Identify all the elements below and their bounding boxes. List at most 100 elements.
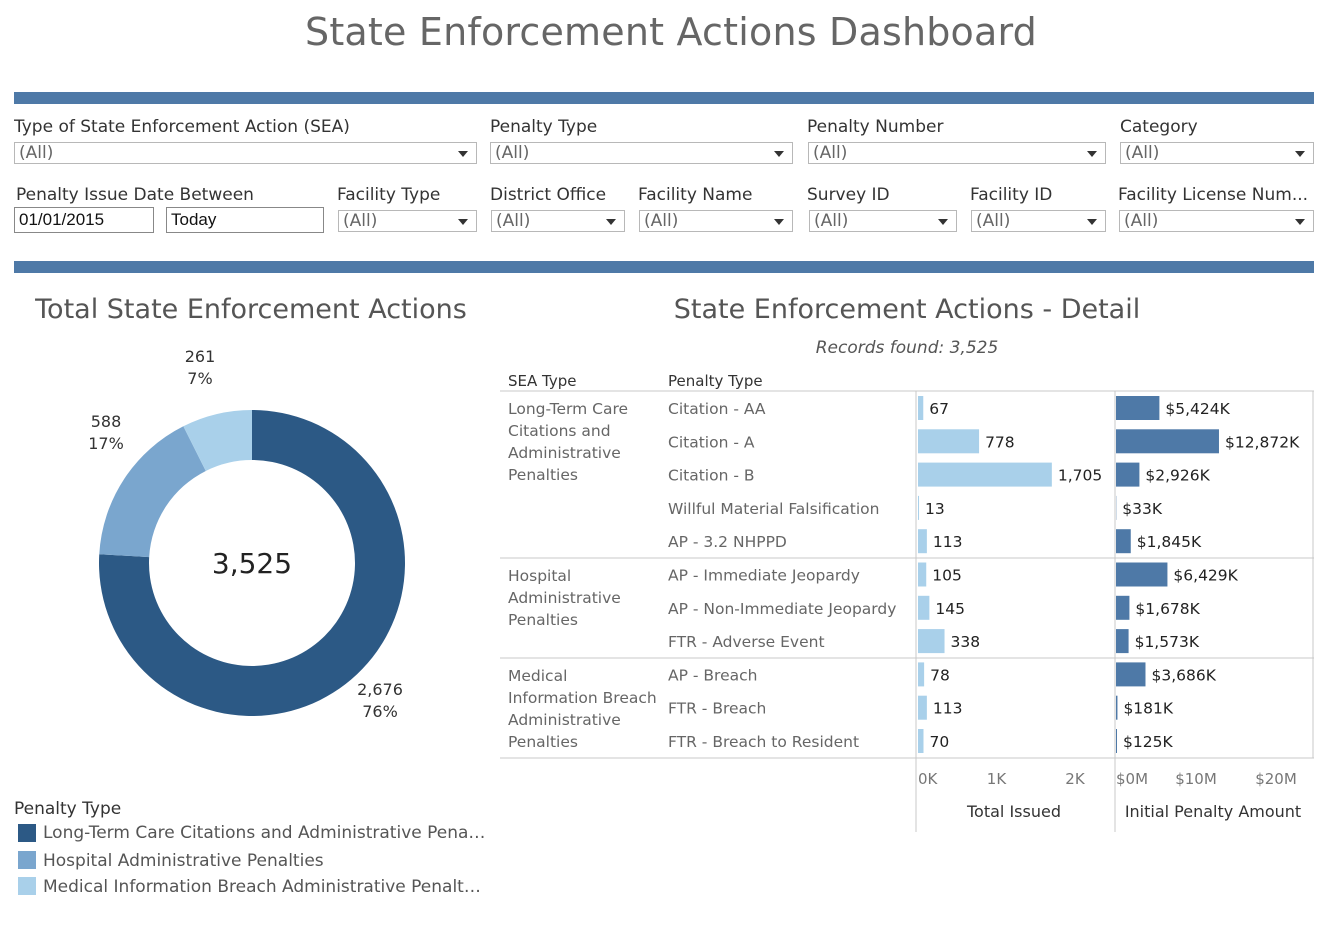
filter-value: (All) (813, 143, 848, 163)
amount-bar-label: $5,424K (1165, 400, 1230, 418)
issued-bar[interactable] (918, 629, 945, 654)
issued-bar-label: 145 (935, 600, 965, 618)
filter-dropdown-sea-type[interactable]: (All) (14, 142, 477, 164)
issued-bar-label: 338 (951, 633, 981, 651)
legend-title: Penalty Type (14, 799, 122, 819)
issued-bar[interactable] (918, 495, 920, 520)
issued-bar-label: 67 (929, 400, 949, 418)
chevron-down-icon (774, 219, 784, 225)
filter-dropdown-survey-id[interactable]: (All) (809, 210, 957, 232)
date-start-input[interactable]: 01/01/2015 (14, 207, 154, 233)
donut-title: Total State Enforcement Actions (35, 294, 467, 325)
filter-value: (All) (1125, 143, 1160, 163)
donut-label-pct: 76% (362, 702, 398, 721)
col-header-penalty-type: Penalty Type (668, 372, 763, 390)
axis2-title: Initial Penalty Amount (1125, 802, 1301, 821)
issued-bar[interactable] (918, 462, 1052, 487)
filter-label-survey-id: Survey ID (807, 185, 890, 205)
divider-band (14, 261, 1314, 273)
filter-dropdown-facility-name[interactable]: (All) (639, 210, 793, 232)
amount-bar[interactable] (1116, 629, 1129, 654)
legend-swatch (18, 877, 36, 895)
amount-bar[interactable] (1116, 662, 1146, 687)
date-end-input[interactable]: Today (166, 207, 324, 233)
issued-bar-label: 105 (932, 567, 962, 585)
sea-type-label: Long-Term Care (508, 400, 628, 418)
issued-bar-label: 113 (933, 700, 963, 718)
issued-bar[interactable] (918, 529, 927, 554)
amount-bar-label: $1,845K (1137, 533, 1202, 551)
axis1-title: Total Issued (966, 802, 1061, 821)
amount-bar-label: $125K (1123, 733, 1173, 751)
issued-bar[interactable] (918, 562, 927, 587)
sea-type-label: Citations and (508, 422, 611, 440)
records-found: Records found: 3,525 (815, 338, 999, 358)
issued-bar[interactable] (918, 662, 925, 687)
filter-value: (All) (644, 211, 679, 231)
penalty-type-label: Willful Material Falsification (668, 500, 879, 518)
filter-dropdown-district-office[interactable]: (All) (491, 210, 625, 232)
issued-bar-label: 1,705 (1058, 467, 1102, 485)
filter-label-facility-id: Facility ID (970, 185, 1053, 205)
filter-label-issue-date: Penalty Issue Date Between (16, 185, 254, 205)
legend-label: Long-Term Care Citations and Administrat… (43, 823, 486, 843)
legend-swatch (18, 824, 36, 842)
filter-dropdown-facility-type[interactable]: (All) (338, 210, 477, 232)
issued-bar-label: 78 (930, 666, 950, 684)
chevron-down-icon (606, 219, 616, 225)
amount-bar-label: $181K (1123, 700, 1173, 718)
issued-bar-label: 13 (925, 500, 945, 518)
col-header-sea-type: SEA Type (508, 372, 576, 390)
amount-bar[interactable] (1116, 396, 1160, 420)
amount-bar[interactable] (1116, 595, 1130, 620)
donut-label-count: 261 (184, 347, 216, 366)
filter-label-category: Category (1120, 117, 1198, 137)
filter-dropdown-category[interactable]: (All) (1120, 142, 1314, 164)
sea-type-label: Administrative (508, 444, 621, 462)
amount-bar[interactable] (1116, 429, 1219, 454)
amount-bar[interactable] (1116, 562, 1168, 587)
axis1-tick-label: 0K (918, 770, 939, 788)
axis2-tick-label: $10M (1175, 770, 1217, 788)
issued-bar-label: 113 (933, 533, 963, 551)
donut-label-pct: 17% (88, 434, 124, 453)
top-band (14, 92, 1314, 104)
sea-type-label: Penalties (508, 733, 578, 751)
axis2-tick-label: $0M (1116, 770, 1148, 788)
detail-title: State Enforcement Actions - Detail (673, 294, 1141, 325)
issued-bar[interactable] (918, 729, 924, 753)
filter-label-sea-type: Type of State Enforcement Action (SEA) (14, 117, 350, 137)
issued-bar[interactable] (918, 695, 927, 720)
issued-bar[interactable] (918, 396, 924, 420)
donut-label-ltc: 2,676 76% (340, 679, 420, 723)
sea-type-label: Medical (508, 667, 567, 685)
filter-label-facility-type: Facility Type (337, 185, 441, 205)
donut-slice[interactable] (99, 410, 405, 716)
amount-bar-label: $12,872K (1225, 433, 1300, 451)
penalty-type-label: Citation - A (668, 433, 755, 451)
donut-label-count: 2,676 (357, 680, 403, 699)
issued-bar[interactable] (918, 595, 930, 620)
amount-bar[interactable] (1116, 529, 1131, 554)
filter-dropdown-penalty-number[interactable]: (All) (808, 142, 1106, 164)
amount-bar[interactable] (1116, 462, 1140, 487)
filter-value: (All) (19, 143, 54, 163)
issued-bar[interactable] (918, 429, 980, 454)
filter-dropdown-facility-id[interactable]: (All) (971, 210, 1106, 232)
filter-value: (All) (495, 143, 530, 163)
filter-dropdown-facility-license[interactable]: (All) (1119, 210, 1314, 232)
amount-bar[interactable] (1116, 729, 1117, 753)
filter-value: (All) (1124, 211, 1159, 231)
legend-swatch (18, 851, 36, 869)
donut-slice[interactable] (99, 426, 206, 558)
filter-dropdown-penalty-type[interactable]: (All) (490, 142, 793, 164)
penalty-type-label: FTR - Adverse Event (668, 633, 825, 651)
filter-label-penalty-number: Penalty Number (807, 117, 944, 137)
chevron-down-icon (938, 219, 948, 225)
chevron-down-icon (1295, 151, 1305, 157)
amount-bar[interactable] (1116, 695, 1118, 720)
chevron-down-icon (1295, 219, 1305, 225)
donut-slice[interactable] (183, 410, 252, 471)
filter-label-facility-license: Facility License Num... (1118, 185, 1309, 205)
amount-bar-label: $6,429K (1173, 567, 1238, 585)
